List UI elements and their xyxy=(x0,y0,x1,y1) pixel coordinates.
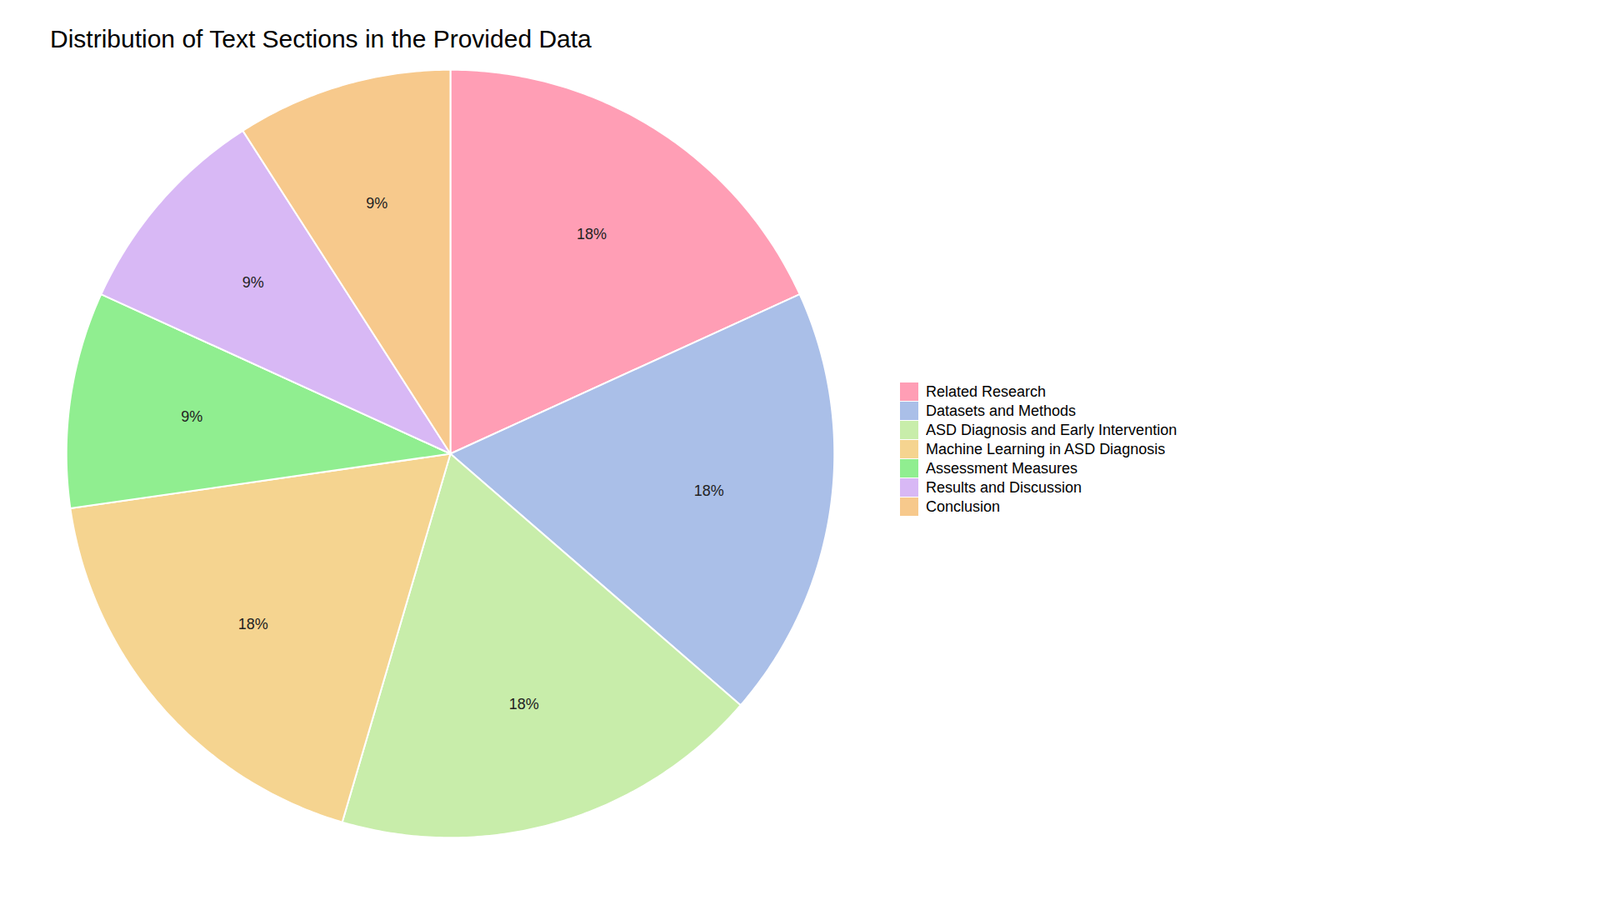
html-text:Machine Learning in ASD Diagno: Machine Learning in ASD Diagnosis xyxy=(925,440,1166,458)
svg-text:9%: 9% xyxy=(365,195,388,212)
svg-text:9%: 9% xyxy=(242,274,265,291)
html-text:Conclusion: Conclusion xyxy=(925,497,1001,515)
svg-text:18%: 18% xyxy=(238,615,269,633)
svg-text:18%: 18% xyxy=(576,225,607,243)
html-text:Results and Discussion: Results and Discussion xyxy=(925,478,1082,496)
html-text:Distribution of Text Sections: Distribution of Text Sections in the Pro… xyxy=(50,25,592,53)
html-text:ASD Diagnosis and Early Interv: ASD Diagnosis and Early Intervention xyxy=(925,421,1177,438)
html-text:Assessment Measures: Assessment Measures xyxy=(925,459,1078,477)
svg-text:18%: 18% xyxy=(509,695,540,713)
html-text:Related Research: Related Research xyxy=(925,382,1046,400)
svg-text:9%: 9% xyxy=(180,408,203,425)
html-text:Datasets and Methods: Datasets and Methods xyxy=(925,402,1076,419)
svg-text:18%: 18% xyxy=(694,482,725,500)
